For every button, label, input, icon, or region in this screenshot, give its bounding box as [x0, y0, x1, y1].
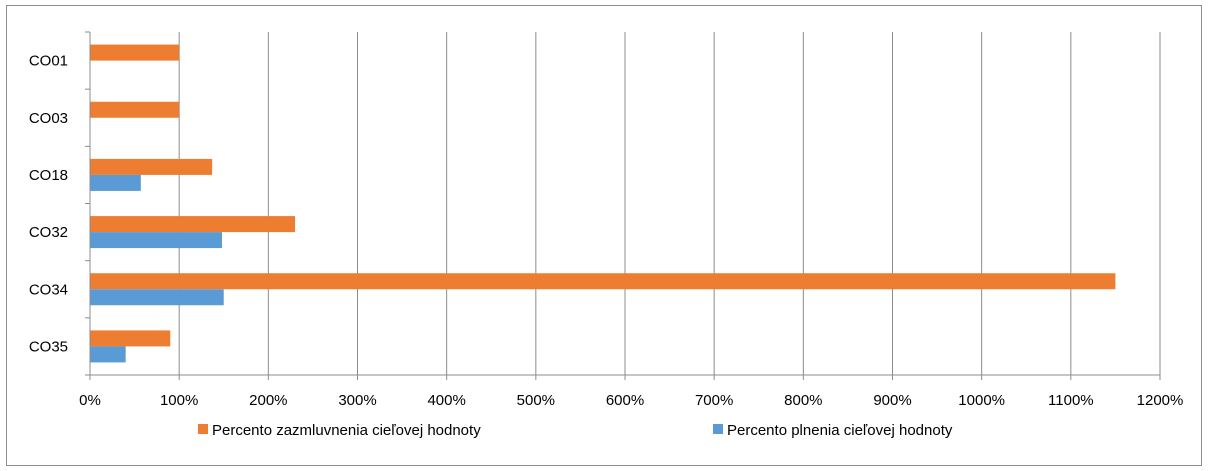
- bar-contracted: [90, 158, 213, 175]
- bar-contracted: [90, 44, 180, 61]
- bar-fulfilled: [90, 232, 222, 249]
- bar-fulfilled: [90, 346, 126, 363]
- bar-fulfilled: [90, 289, 224, 306]
- category-label: CO01: [29, 53, 68, 70]
- bar-contracted: [90, 101, 180, 118]
- category-label: CO34: [29, 281, 68, 298]
- x-tick-label: 100%: [160, 392, 198, 409]
- legend-swatch: [198, 424, 208, 434]
- x-tick-labels: 0% 100% 200% 300% 400% 500% 600% 700% 800% 900% 10…: [79, 392, 1183, 409]
- legend: Percento zazmluvnenia cieľovej hodnoty Pe…: [198, 422, 953, 439]
- x-tick-label: 300%: [338, 392, 376, 409]
- legend-swatch: [713, 424, 723, 434]
- bar-contracted: [90, 330, 171, 347]
- gridlines: [178, 32, 1161, 375]
- legend-label: Percento zazmluvnenia cieľovej hodnoty: [212, 422, 481, 439]
- x-tick-label: 500%: [517, 392, 555, 409]
- x-tick-label: 1100%: [1048, 392, 1094, 409]
- x-tick-label: 700%: [695, 392, 733, 409]
- x-tick-label: 0%: [79, 392, 101, 409]
- x-tick-label: 400%: [427, 392, 465, 409]
- x-tick-label: 200%: [249, 392, 287, 409]
- x-tick-label: 1000%: [958, 392, 1005, 409]
- bar-contracted: [90, 216, 296, 233]
- bar-fulfilled: [90, 174, 141, 191]
- legend-label: Percento plnenia cieľovej hodnoty: [727, 422, 953, 439]
- category-label: CO32: [29, 224, 68, 241]
- category-label: CO03: [29, 110, 68, 127]
- x-tick-label: 800%: [784, 392, 822, 409]
- axes: [85, 31, 1161, 380]
- bars: [90, 44, 1116, 363]
- category-labels: CO01 CO03 CO18 CO32 CO34 CO35: [29, 53, 68, 356]
- x-tick-label: 1200%: [1137, 392, 1184, 409]
- category-label: CO18: [29, 167, 68, 184]
- category-label: CO35: [29, 338, 68, 355]
- bar-contracted: [90, 273, 1116, 290]
- x-tick-label: 600%: [606, 392, 644, 409]
- x-tick-label: 900%: [873, 392, 911, 409]
